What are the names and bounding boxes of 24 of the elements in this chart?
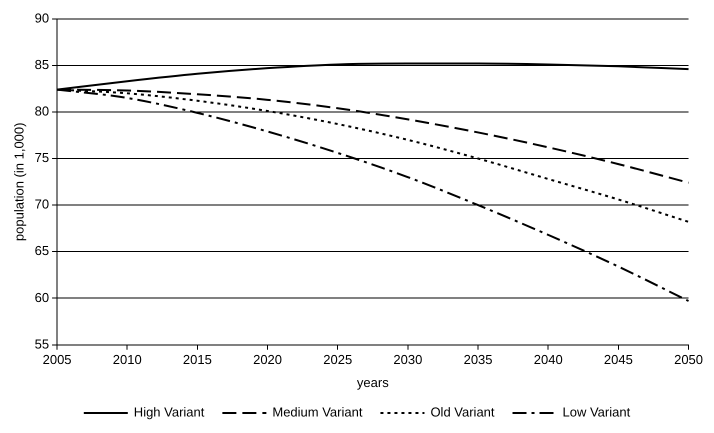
y-tick-label: 75	[34, 150, 50, 166]
y-tick-label: 55	[34, 336, 50, 352]
x-tick-label: 2050	[674, 352, 703, 368]
x-tick-label: 2010	[112, 352, 142, 368]
y-tick-label: 85	[34, 56, 50, 72]
y-tick-label: 60	[34, 290, 50, 305]
x-axis-title: years	[356, 374, 390, 390]
legend-label: Old Variant	[430, 404, 495, 420]
x-tick-label: 2025	[323, 352, 352, 368]
y-tick-label: 90	[34, 10, 50, 26]
x-tick-label: 2015	[182, 352, 212, 368]
x-tick-label: 2005	[42, 352, 72, 368]
y-tick-label: 70	[34, 196, 50, 212]
y-tick-label: 80	[34, 104, 50, 119]
legend-label: High Variant	[134, 404, 205, 420]
x-tick-label: 2020	[253, 352, 282, 368]
x-tick-label: 2045	[604, 352, 633, 368]
x-tick-label: 2030	[393, 352, 422, 368]
y-axis-title: population (in 1,000)	[11, 122, 26, 242]
y-tick-label: 65	[34, 243, 50, 258]
x-tick-label: 2035	[464, 352, 493, 368]
x-tick-label: 2040	[534, 352, 563, 368]
legend-label: Low Variant	[562, 404, 631, 420]
legend-label: Medium Variant	[272, 404, 363, 420]
